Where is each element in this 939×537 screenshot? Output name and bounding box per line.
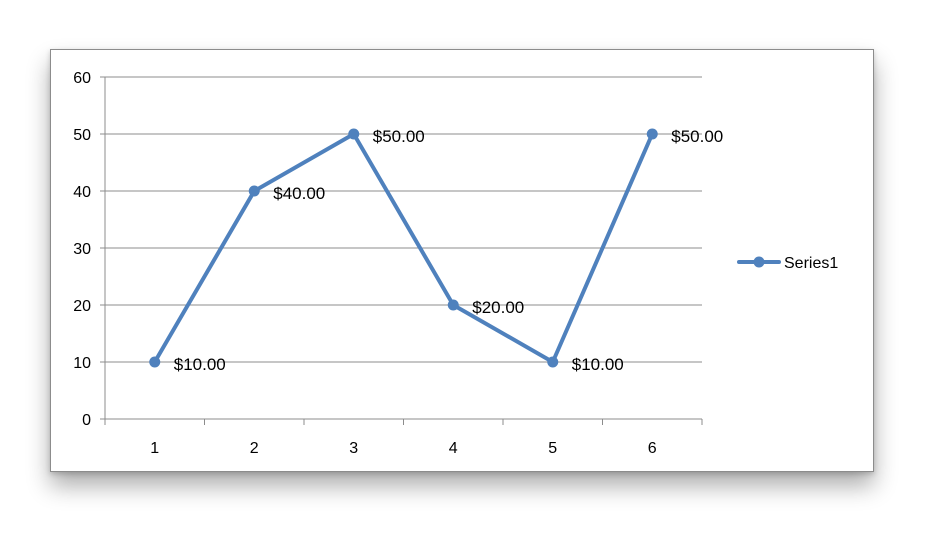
data-point [547, 356, 559, 368]
gridlines [105, 76, 702, 363]
y-tick-label: 60 [73, 70, 91, 87]
x-axis-tick-labels: 1 2 3 4 5 6 [150, 440, 657, 457]
series-line [152, 132, 655, 364]
y-tick-label: 50 [73, 127, 91, 144]
data-label: $40.00 [273, 184, 325, 203]
x-tick-label: 3 [349, 440, 358, 457]
data-label: $20.00 [472, 298, 524, 317]
axes [100, 76, 703, 425]
data-point [248, 185, 260, 197]
data-point [646, 128, 658, 140]
data-label: $10.00 [572, 355, 624, 374]
data-label: $50.00 [373, 127, 425, 146]
y-axis-tick-labels: 0 10 20 30 40 50 60 [73, 70, 91, 429]
y-tick-label: 40 [73, 184, 91, 201]
data-labels: $10.00 $40.00 $50.00 $20.00 $10.00 $50.00 [174, 127, 724, 374]
legend: Series1 [737, 255, 838, 272]
y-tick-label: 30 [73, 241, 91, 258]
legend-marker [753, 256, 765, 268]
x-tick-label: 2 [250, 440, 259, 457]
y-tick-label: 10 [73, 355, 91, 372]
x-tick-label: 5 [548, 440, 557, 457]
series-points [149, 128, 658, 368]
y-tick-label: 20 [73, 298, 91, 315]
data-point [348, 128, 360, 140]
x-tick-label: 4 [449, 440, 458, 457]
legend-label: Series1 [784, 255, 838, 272]
data-point [149, 356, 161, 368]
data-point [447, 299, 459, 311]
x-tick-label: 6 [648, 440, 657, 457]
data-label: $50.00 [671, 127, 723, 146]
y-tick-label: 0 [82, 412, 91, 429]
x-tick-label: 1 [150, 440, 159, 457]
data-label: $10.00 [174, 355, 226, 374]
series-lines [152, 132, 655, 364]
